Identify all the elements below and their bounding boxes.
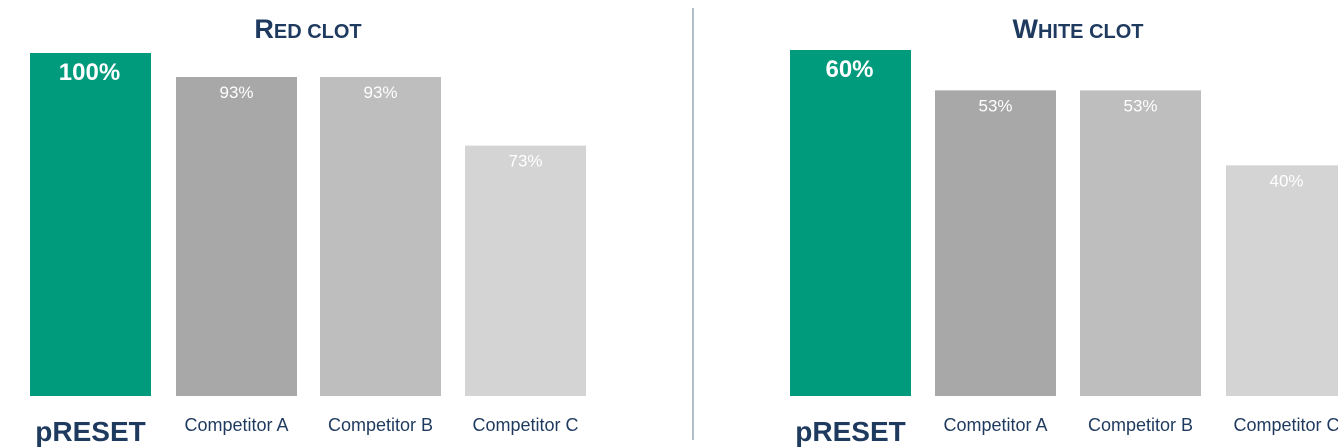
value-label-competitor-a: 53% <box>978 96 1012 115</box>
chart-title-red-clot: RED CLOT <box>254 14 361 44</box>
bar-competitor-b <box>320 77 441 396</box>
category-label-preset: pRESET <box>795 416 905 447</box>
category-label-competitor-a: Competitor A <box>184 415 288 435</box>
title-rest: ED CLOT <box>274 21 362 43</box>
bar-competitor-c <box>465 145 586 396</box>
chart-white-clot: WHITE CLOT 60% pRESET 53% Competitor A 53% Co… <box>790 14 1338 447</box>
value-label-preset: 60% <box>825 56 873 83</box>
category-label-competitor-c: Competitor C <box>1233 415 1338 435</box>
chart-title-white-clot: WHITE CLOT <box>1012 14 1143 44</box>
title-rest: HITE CLOT <box>1038 21 1144 43</box>
category-label-competitor-b: Competitor B <box>328 415 433 435</box>
category-label-competitor-c: Competitor C <box>472 415 578 435</box>
value-label-competitor-b: 93% <box>363 83 397 102</box>
value-label-competitor-c: 73% <box>508 152 542 171</box>
chart-red-clot: RED CLOT 100% pRESET 93% Competitor A 93% Com… <box>30 14 586 447</box>
title-first-letter: R <box>254 14 274 44</box>
bar-competitor-a <box>176 77 297 396</box>
title-first-letter: W <box>1012 14 1038 44</box>
category-label-competitor-a: Competitor A <box>943 415 1047 435</box>
bar-preset <box>30 53 151 396</box>
bar-competitor-a <box>935 90 1056 396</box>
value-label-competitor-b: 53% <box>1123 96 1157 115</box>
category-label-preset: pRESET <box>35 416 145 447</box>
bar-preset <box>790 50 911 396</box>
value-label-competitor-c: 40% <box>1269 171 1303 190</box>
value-label-competitor-a: 93% <box>219 83 253 102</box>
bar-competitor-c <box>1226 165 1338 396</box>
category-label-competitor-b: Competitor B <box>1088 415 1193 435</box>
bar-competitor-b <box>1080 90 1201 396</box>
value-label-preset: 100% <box>59 59 120 86</box>
